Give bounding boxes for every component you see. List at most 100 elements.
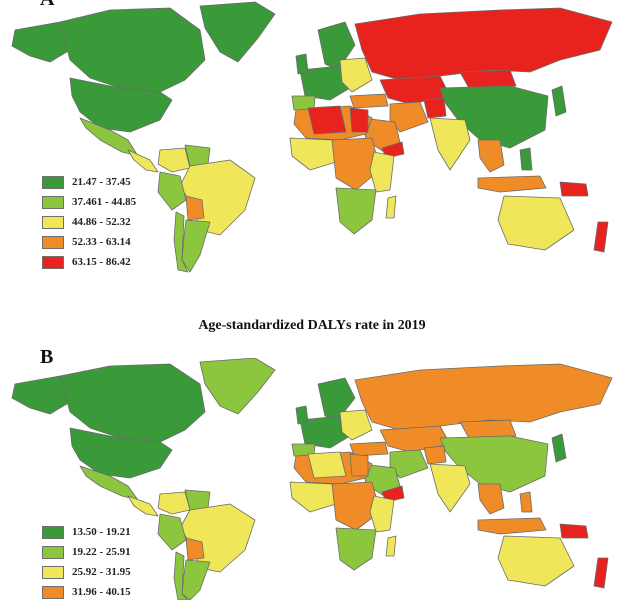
india xyxy=(429,117,471,171)
panel-label-a: A xyxy=(40,0,54,11)
legend-a-item: 44.86 - 52.32 xyxy=(42,212,136,232)
world-map-b xyxy=(11,358,613,600)
madagascar xyxy=(385,535,397,557)
western-europe xyxy=(299,415,351,449)
southern-africa xyxy=(335,187,377,235)
japan xyxy=(551,433,567,463)
chile xyxy=(173,211,189,273)
legend-a-item: 52.33 - 63.14 xyxy=(42,232,136,252)
australia xyxy=(497,535,575,587)
uk xyxy=(295,53,309,75)
algeria-libya xyxy=(307,105,347,135)
egypt xyxy=(349,107,369,133)
legend-range: 44.86 - 52.32 xyxy=(72,216,131,228)
map-title-b: Age-standardized DALYs rate in 2019 xyxy=(198,318,426,333)
legend-range: 52.33 - 63.14 xyxy=(72,236,131,248)
legend-b-item: 25.92 - 31.95 xyxy=(42,562,131,582)
greenland xyxy=(199,1,276,63)
central-africa xyxy=(331,481,381,531)
legend-range: 31.96 - 40.15 xyxy=(72,586,131,598)
new-zealand xyxy=(593,221,609,253)
indochina xyxy=(477,139,505,173)
legend-range: 25.92 - 31.95 xyxy=(72,566,131,578)
legend-swatch xyxy=(42,525,64,539)
legend-a-item: 37.461 - 44.85 xyxy=(42,192,136,212)
panel-label-b: B xyxy=(40,346,54,368)
legend-swatch xyxy=(42,255,64,269)
scandinavia xyxy=(317,21,356,71)
legend-range: 19.22 - 25.91 xyxy=(72,546,131,558)
new-zealand xyxy=(593,557,609,589)
legend-range: 37.461 - 44.85 xyxy=(72,196,137,208)
philippines xyxy=(519,147,533,171)
legend-swatch xyxy=(42,565,64,579)
papua-new-guinea xyxy=(559,181,589,197)
western-europe xyxy=(299,65,351,101)
iran xyxy=(389,101,429,133)
usa xyxy=(69,77,173,133)
russia xyxy=(354,363,613,431)
turkey xyxy=(349,441,389,457)
india xyxy=(429,463,471,513)
legend-swatch xyxy=(42,545,64,559)
mongolia xyxy=(459,69,517,91)
west-africa xyxy=(289,137,337,171)
legend-a-item: 21.47 - 37.45 xyxy=(42,172,136,192)
canada xyxy=(59,7,206,93)
china xyxy=(439,435,549,493)
east-africa xyxy=(369,151,395,193)
egypt xyxy=(349,453,369,477)
iran xyxy=(389,449,429,479)
colombia xyxy=(157,147,191,173)
indochina xyxy=(477,483,505,515)
bolivia xyxy=(185,195,205,221)
central-africa xyxy=(331,137,381,191)
canada xyxy=(59,363,206,443)
afghanistan xyxy=(423,445,447,465)
legend-swatch xyxy=(42,585,64,599)
argentina xyxy=(181,559,211,600)
scandinavia xyxy=(317,377,356,421)
uk xyxy=(295,405,309,425)
eastern-europe xyxy=(339,409,373,441)
map-panel-a: 21.47 - 37.45 37.461 - 44.85 44.86 - 52.… xyxy=(0,0,624,274)
east-africa xyxy=(369,495,395,533)
australia xyxy=(497,195,575,251)
legend-b-item: 31.96 - 40.15 xyxy=(42,582,131,602)
afghanistan xyxy=(423,97,447,119)
world-map-a xyxy=(11,1,613,273)
turkey xyxy=(349,93,389,109)
indonesia xyxy=(477,517,547,535)
bolivia xyxy=(185,537,205,561)
legend-swatch xyxy=(42,175,64,189)
legend-b-item: 19.22 - 25.91 xyxy=(42,542,131,562)
eastern-europe xyxy=(339,57,373,93)
legend-range: 13.50 - 19.21 xyxy=(72,526,131,538)
legend-swatch xyxy=(42,235,64,249)
map-panel-b xyxy=(0,358,624,600)
central-america xyxy=(127,149,159,173)
indonesia xyxy=(477,175,547,193)
central-america xyxy=(127,495,159,517)
papua-new-guinea xyxy=(559,523,589,539)
argentina xyxy=(181,219,211,273)
legend-b-item: 13.50 - 19.21 xyxy=(42,522,131,542)
legend-b: 13.50 - 19.21 19.22 - 25.91 25.92 - 31.9… xyxy=(42,522,131,602)
russia xyxy=(354,7,613,81)
legend-range: 21.47 - 37.45 xyxy=(72,176,131,188)
west-africa xyxy=(289,481,337,513)
usa xyxy=(69,427,173,479)
philippines xyxy=(519,491,533,513)
colombia xyxy=(157,491,191,515)
peru xyxy=(157,171,187,211)
southern-africa xyxy=(335,527,377,571)
legend-a: 21.47 - 37.45 37.461 - 44.85 44.86 - 52.… xyxy=(42,172,136,272)
mongolia xyxy=(459,419,517,441)
peru xyxy=(157,513,187,551)
chile xyxy=(173,551,189,600)
legend-swatch xyxy=(42,195,64,209)
china xyxy=(439,85,549,149)
algeria-libya xyxy=(307,451,347,479)
japan xyxy=(551,85,567,117)
legend-range: 63.15 - 86.42 xyxy=(72,256,131,268)
